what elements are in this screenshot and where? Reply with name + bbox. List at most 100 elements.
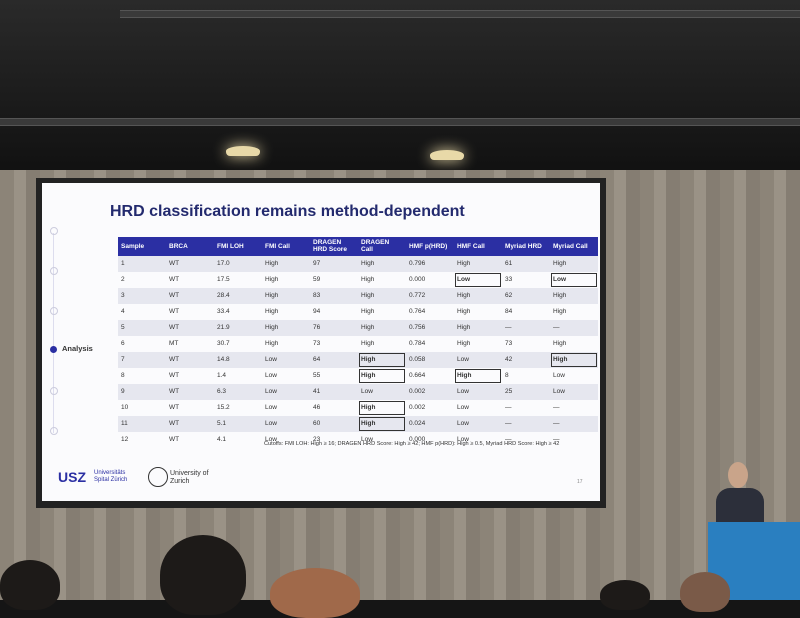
table-cell: Low: [454, 272, 502, 288]
nav-dot: [50, 227, 58, 235]
table-cell: 11: [117, 415, 166, 432]
table-cell: 0.000: [409, 436, 426, 443]
table-cell: High: [549, 287, 598, 304]
table-cell: 4.1: [217, 436, 227, 443]
table-cell: —: [501, 415, 550, 432]
header-row: Sample BRCA FMI LOH FMI Call DRAGEN HRD Scor…: [117, 236, 598, 256]
table-cell: —: [549, 319, 598, 336]
table-cell: 33: [505, 276, 513, 283]
table-row: 2 WT 17.5 High 59 High 0.000 Low 33 Low: [118, 272, 598, 288]
table-cell: High: [361, 340, 375, 347]
table-row: 11 WT 5.1 Low 60 High 0.024 Low — —: [117, 415, 598, 432]
audience-head: [160, 535, 246, 615]
table-row: 3 WT 28.4 High 83 High 0.772 High 62 High: [117, 287, 598, 304]
table-cell: 5.1: [213, 415, 262, 432]
table-cell: 12: [121, 436, 129, 443]
table-cell: 0.756: [405, 319, 454, 336]
table-cell: 76: [309, 319, 358, 336]
lamp: [430, 150, 464, 160]
table-cell: 9: [117, 383, 166, 400]
table-cell: High: [361, 308, 375, 315]
table-cell: 73: [313, 340, 321, 347]
table-cell: 0.024: [405, 415, 454, 432]
audience-head: [680, 572, 730, 612]
table-cell: Low: [549, 383, 598, 400]
table-cell: 0.772: [405, 287, 454, 304]
table-cell: High: [549, 351, 598, 368]
header-cell: FMI LOH: [213, 236, 262, 256]
table-cell: MT: [169, 340, 179, 347]
table-cell: 84: [505, 308, 513, 315]
truss: [0, 118, 800, 126]
header-cell: FMI Call: [261, 236, 310, 256]
table-cell: High: [553, 308, 567, 315]
table-row: 1 WT 17.0 High 97 High 0.796 High 61 High: [117, 255, 598, 272]
table-cell: WT: [169, 404, 180, 411]
table-cell: High: [357, 319, 406, 336]
table-cell: 97: [309, 255, 358, 272]
table-cell: High: [265, 340, 279, 347]
table-cell: High: [457, 308, 471, 315]
table-cell: WT: [165, 415, 214, 432]
table-cell: High: [553, 340, 567, 347]
table-cell: Low: [453, 383, 502, 400]
table-row: 5 WT 21.9 High 76 High 0.756 High — —: [117, 319, 598, 336]
table-cell: WT: [169, 308, 180, 315]
table-cell: —: [553, 436, 560, 443]
table-cell: 14.8: [213, 351, 262, 368]
table-cell: 0.002: [405, 383, 454, 400]
table-cell: 10: [121, 404, 129, 411]
table-row: 6 MT 30.7 High 73 High 0.784 High 73 High: [118, 336, 598, 352]
table-cell: Low: [265, 372, 277, 379]
nav-dot: [50, 387, 58, 395]
data-table: Sample BRCA FMI LOH FMI Call DRAGEN HRD Scor…: [117, 236, 598, 448]
header-cell: Myriad Call: [549, 236, 598, 256]
table-cell: WT: [165, 287, 214, 304]
table-cell: 41: [309, 383, 358, 400]
table-cell: High: [358, 368, 406, 384]
table-cell: High: [358, 400, 406, 416]
table-row: 12 WT 4.1 Low 23 Low 0.000 Low — —: [118, 432, 598, 448]
table-cell: 94: [313, 308, 321, 315]
table-cell: High: [549, 255, 598, 272]
slide-title: HRD classification remains method-depend…: [110, 203, 465, 220]
table-cell: Low: [453, 415, 502, 432]
header-cell: HMF p(HRD): [405, 236, 454, 256]
table-cell: High: [361, 276, 375, 283]
table-cell: Low: [265, 436, 277, 443]
table-cell: 1: [117, 255, 166, 272]
speaker-head: [728, 462, 748, 488]
page-number: 17: [577, 479, 583, 485]
nav-dot-active: [50, 346, 57, 353]
table-cell: High: [261, 255, 310, 272]
table-cell: 6: [121, 340, 125, 347]
table-cell: 46: [313, 404, 321, 411]
audience-head: [0, 560, 60, 610]
table-cell: High: [357, 255, 406, 272]
header-cell: HMF Call: [453, 236, 502, 256]
header-cell: BRCA: [165, 236, 214, 256]
table-cell: Low: [457, 404, 469, 411]
table-cell: 0.058: [405, 351, 454, 368]
table-cell: —: [553, 404, 560, 411]
table-cell: WT: [169, 276, 180, 283]
table-cell: Low: [357, 383, 406, 400]
table-cell: Low: [553, 372, 565, 379]
table-cell: —: [505, 436, 512, 443]
table-cell: Low: [261, 351, 310, 368]
table-cell: Low: [550, 272, 598, 288]
logo-usz-name: Universitäts Spital Zürich: [94, 470, 128, 483]
table-cell: 62: [501, 287, 550, 304]
table-cell: 60: [309, 415, 358, 432]
table-cell: 0.000: [409, 276, 426, 283]
table-cell: Low: [361, 436, 373, 443]
table-cell: High: [261, 287, 310, 304]
table-cell: High: [357, 415, 406, 432]
table-cell: High: [453, 319, 502, 336]
table-cell: 17.0: [213, 255, 262, 272]
table-cell: WT: [169, 372, 180, 379]
nav-dot: [50, 267, 58, 275]
table-cell: 83: [309, 287, 358, 304]
table-cell: 0.664: [409, 372, 426, 379]
